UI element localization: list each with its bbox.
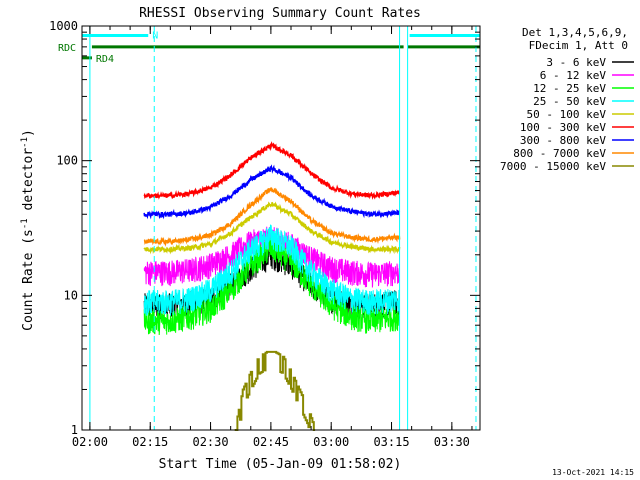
legend-entry-7: 800 - 7000 keV — [513, 147, 606, 160]
x-tick-label-2: 02:30 — [192, 435, 228, 449]
annotation-layer: N RDC RD4 — [58, 31, 480, 65]
y-tick-label-3: 1000 — [49, 19, 78, 33]
series-7 — [143, 187, 401, 247]
plot-frame — [81, 25, 481, 431]
series-5 — [143, 141, 401, 200]
legend-entry-0: 3 - 6 keV — [546, 56, 606, 69]
y-tick-label-2: 100 — [56, 154, 78, 168]
series-line-3 — [143, 224, 400, 316]
y-axis-title-part3: ) — [21, 129, 36, 137]
y-axis-title-sup1: -1 — [20, 218, 30, 229]
chart-title: RHESSI Observing Summary Count Rates — [139, 6, 421, 21]
y-axis-title-part1: Count Rate (s — [21, 229, 36, 331]
series-2 — [143, 235, 400, 336]
x-tick-label-6: 03:30 — [434, 435, 470, 449]
legend-header-0: Det 1,3,4,5,6,9, — [522, 26, 628, 39]
series-6 — [143, 164, 401, 220]
y-axis-title-part2: detector — [21, 148, 36, 219]
legend-entry-2: 12 - 25 keV — [533, 82, 606, 95]
annotation-label-2: RDC — [58, 43, 76, 54]
legend-header-1: FDecim 1, Att 0 — [529, 39, 628, 52]
series-line-4 — [143, 201, 401, 255]
x-tick-label-4: 03:00 — [313, 435, 349, 449]
legend-entry-4: 50 - 100 keV — [527, 108, 607, 121]
legend: Det 1,3,4,5,6,9,FDecim 1, Att 0 3 - 6 keV… — [500, 26, 634, 173]
y-tick-label-1: 10 — [64, 288, 78, 302]
series-3 — [143, 224, 400, 316]
series-line-5 — [143, 141, 401, 200]
legend-entry-5: 100 - 300 keV — [520, 121, 606, 134]
annotation-label-4: RD4 — [96, 54, 114, 65]
x-tick-label-5: 03:15 — [373, 435, 409, 449]
y-tick-label-0: 1 — [71, 423, 78, 437]
vline-layer — [89, 26, 477, 430]
legend-entry-6: 300 - 800 keV — [520, 134, 606, 147]
legend-entry-1: 6 - 12 keV — [540, 69, 607, 82]
annotation-label-0: N — [152, 31, 158, 42]
x-tick-label-0: 02:00 — [72, 435, 108, 449]
series-line-8 — [234, 350, 316, 431]
series-4 — [143, 201, 401, 255]
series-8 — [234, 350, 316, 431]
legend-entry-8: 7000 - 15000 keV — [500, 160, 606, 173]
y-axis-title-sup2: -1 — [20, 137, 30, 148]
series-line-2 — [143, 235, 400, 336]
legend-entry-3: 25 - 50 keV — [533, 95, 606, 108]
footer-timestamp: 13-Oct-2021 14:15 — [552, 468, 634, 477]
y-axis-title: Count Rate (s-1 detector-1) — [20, 129, 36, 331]
x-tick-label-1: 02:15 — [132, 435, 168, 449]
series-line-7 — [143, 187, 401, 247]
x-axis-title: Start Time (05-Jan-09 01:58:02) — [159, 457, 402, 472]
y-axis: 1 10 100 1000 — [49, 19, 480, 437]
series-line-6 — [143, 164, 401, 220]
x-axis: 02:00 02:15 02:30 02:45 03:00 03:15 03:30 — [72, 26, 473, 449]
x-tick-label-3: 02:45 — [253, 435, 289, 449]
plot-area — [143, 141, 401, 431]
